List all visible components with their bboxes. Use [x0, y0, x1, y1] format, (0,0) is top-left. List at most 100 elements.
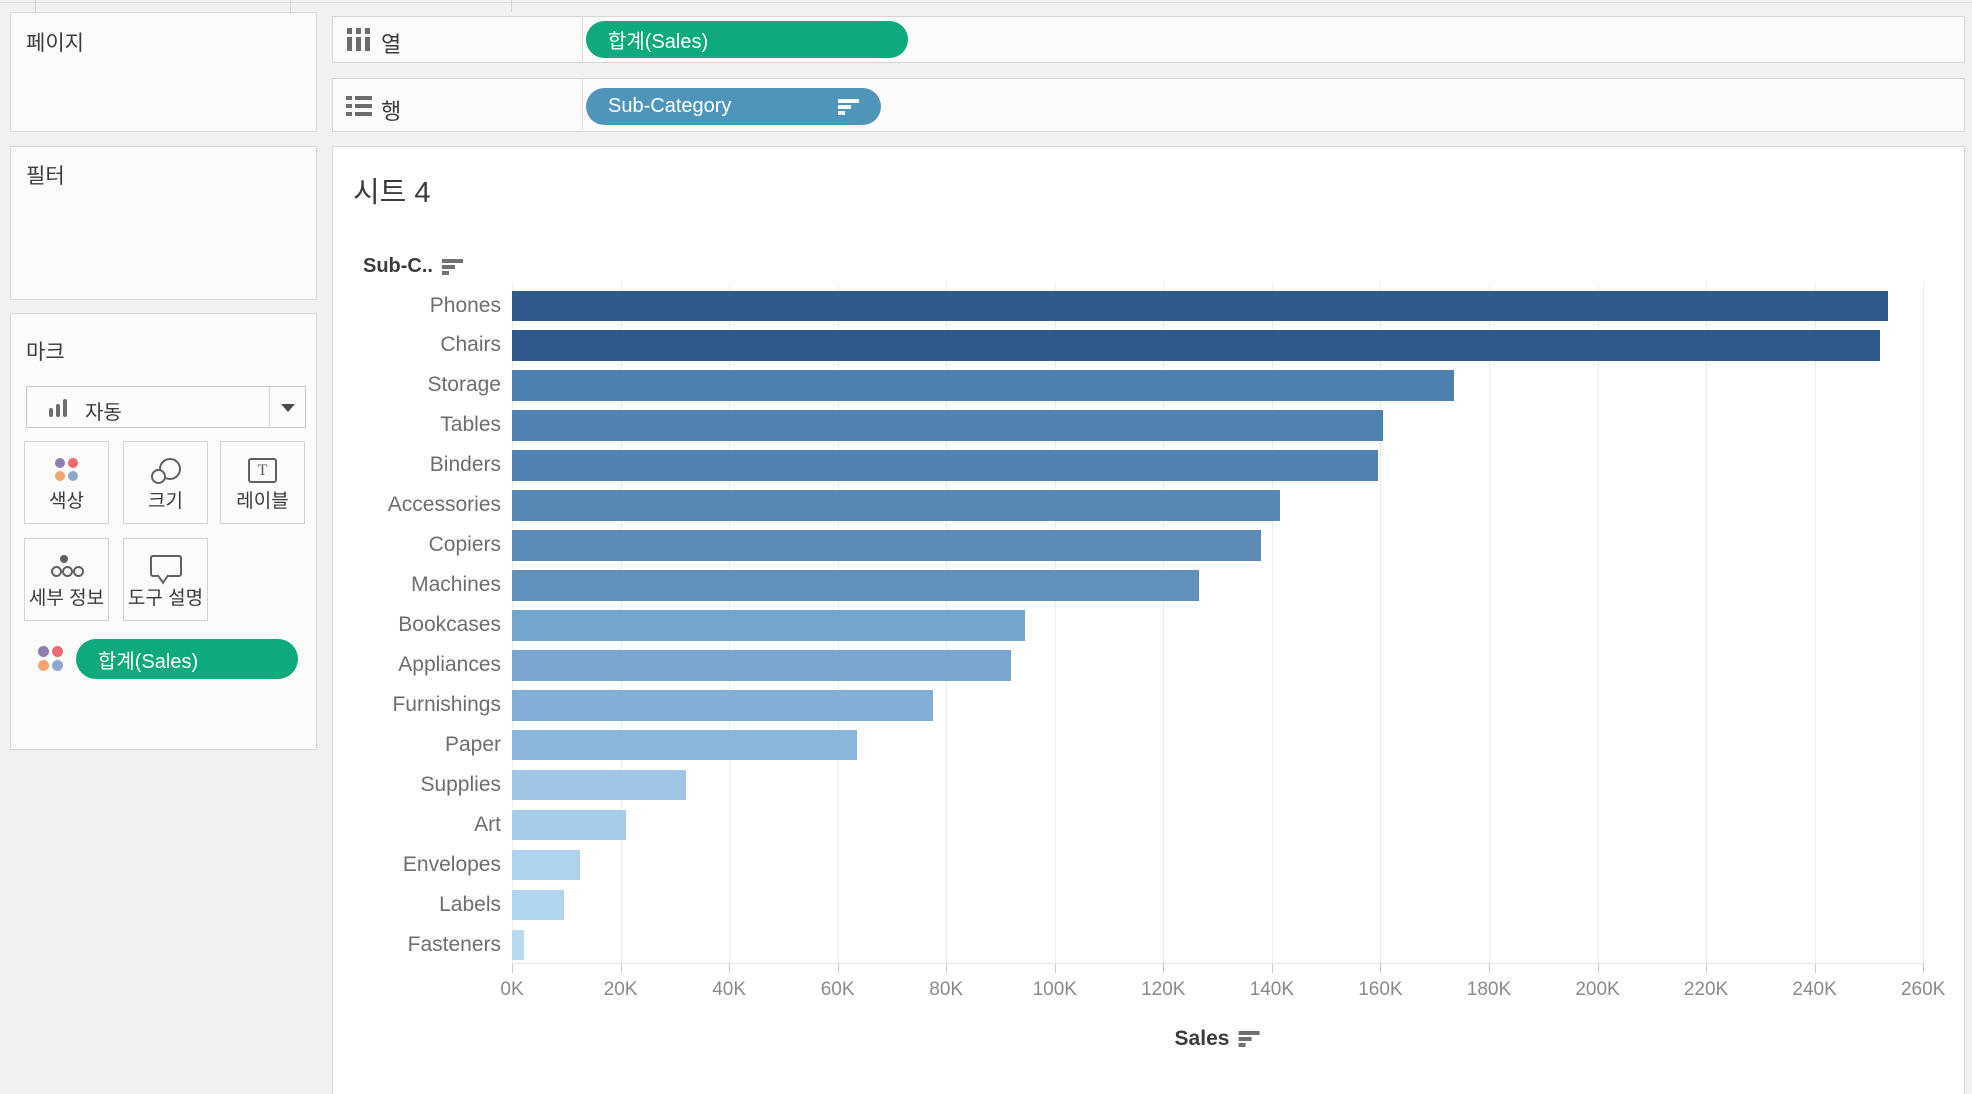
x-axis-tick — [729, 963, 731, 973]
bar[interactable] — [512, 610, 1025, 641]
marks-sales-pill[interactable]: 합계(Sales) — [76, 639, 298, 679]
filters-shelf-title: 필터 — [26, 165, 65, 188]
top-divider-line — [0, 2, 1972, 3]
size-button[interactable]: 크기 — [123, 441, 208, 524]
bar[interactable] — [512, 889, 564, 921]
shelf-separator — [582, 17, 583, 62]
x-axis-tick-label: 100K — [1032, 979, 1077, 1000]
x-axis-tick — [620, 963, 622, 973]
x-axis-tick — [1380, 963, 1382, 973]
x-axis-tick-label: 240K — [1792, 979, 1837, 1000]
bar[interactable] — [512, 410, 1384, 441]
bar[interactable] — [512, 849, 580, 881]
x-axis-tick — [512, 963, 513, 973]
x-axis-tick-label: 120K — [1141, 979, 1186, 1000]
row-label[interactable]: Envelopes — [402, 852, 501, 876]
detail-dots-icon — [50, 555, 84, 577]
bar-mark-icon — [49, 398, 67, 417]
tooltip-button[interactable]: 도구 설명 — [123, 538, 208, 621]
pages-shelf-title: 페이지 — [26, 32, 84, 55]
gridline — [1488, 283, 1490, 963]
row-field-header-label: Sub-C.. — [363, 255, 433, 277]
row-label[interactable]: Bookcases — [398, 613, 501, 637]
worksheet-view[interactable]: 시트 4 Sub-C.. 0K 20K 40K 60K 80K 100K 120K 140K 1… — [332, 146, 1965, 1094]
top-card-edge — [290, 0, 291, 12]
filters-shelf-card[interactable]: 필터 — [10, 146, 317, 300]
row-label[interactable]: Fasteners — [407, 932, 501, 956]
x-axis-tick-label: 160K — [1358, 979, 1403, 1000]
x-axis-tick — [1488, 963, 1490, 973]
row-label[interactable]: Chairs — [440, 333, 501, 357]
bar[interactable] — [512, 729, 857, 761]
bar[interactable] — [512, 450, 1378, 481]
x-axis-tick — [1163, 963, 1165, 973]
bar[interactable] — [512, 769, 686, 801]
x-axis-title[interactable]: Sales — [1175, 1027, 1260, 1051]
x-axis-tick — [1054, 963, 1056, 973]
row-label[interactable]: Furnishings — [392, 693, 501, 716]
row-label[interactable]: Accessories — [387, 493, 501, 517]
mark-type-value: 자동 — [85, 402, 122, 424]
bar[interactable] — [512, 530, 1261, 561]
x-axis-tick-label: 20K — [603, 979, 638, 1000]
columns-sales-pill[interactable]: 합계(Sales) — [586, 21, 908, 58]
columns-shelf[interactable]: 열 합계(Sales) — [332, 16, 1965, 63]
sort-descending-icon[interactable] — [838, 98, 859, 115]
row-label[interactable]: Labels — [439, 892, 501, 916]
gridline — [1054, 283, 1056, 963]
bar[interactable] — [512, 330, 1880, 361]
row-label[interactable]: Phones — [429, 293, 501, 317]
gridline — [1597, 283, 1599, 963]
detail-button[interactable]: 세부 정보 — [24, 538, 109, 621]
bar[interactable] — [512, 290, 1888, 321]
row-label[interactable]: Copiers — [428, 533, 501, 557]
sort-descending-icon[interactable] — [1238, 1031, 1260, 1047]
top-card-edge — [511, 0, 512, 12]
row-field-header[interactable]: Sub-C.. — [363, 255, 463, 278]
rows-shelf-label: 행 — [381, 99, 402, 124]
rows-shelf[interactable]: 행 Sub-Category — [332, 78, 1965, 132]
bar[interactable] — [512, 809, 626, 841]
row-label[interactable]: Tables — [440, 413, 501, 437]
row-label[interactable]: Storage — [427, 373, 501, 397]
chevron-down-icon[interactable] — [281, 404, 295, 412]
row-label[interactable]: Machines — [411, 573, 501, 597]
size-circles-icon — [150, 458, 181, 484]
row-label[interactable]: Paper — [444, 732, 501, 756]
shelf-separator — [582, 79, 583, 131]
x-axis-baseline — [512, 963, 1924, 964]
columns-shelf-label: 열 — [381, 32, 402, 57]
color-button[interactable]: 색상 — [24, 441, 109, 524]
bar[interactable] — [512, 490, 1280, 521]
row-label[interactable]: Binders — [429, 453, 501, 477]
bar[interactable] — [512, 690, 933, 721]
gridline — [1814, 283, 1816, 963]
x-axis-tick — [1597, 963, 1599, 973]
x-axis-tick-label: 200K — [1575, 979, 1620, 1000]
x-axis-tick-label: 0K — [500, 979, 524, 1000]
sheet-title: 시트 4 — [353, 177, 431, 209]
row-label[interactable]: Appliances — [398, 653, 501, 677]
color-dots-icon — [55, 458, 78, 481]
rows-subcategory-pill[interactable]: Sub-Category — [586, 88, 881, 125]
row-label[interactable]: Supplies — [420, 772, 501, 796]
mark-type-dropdown[interactable]: 자동 — [26, 386, 306, 428]
bar[interactable] — [512, 929, 524, 961]
bar[interactable] — [512, 370, 1454, 401]
gridline — [1271, 283, 1273, 963]
columns-icon — [347, 28, 370, 51]
label-button[interactable]: T 레이블 — [220, 441, 305, 524]
x-axis-tick — [837, 963, 839, 973]
bar[interactable] — [512, 650, 1012, 681]
pages-shelf-card[interactable]: 페이지 — [10, 12, 317, 132]
x-axis-tick-label: 140K — [1249, 979, 1295, 1000]
color-legend-icon — [38, 646, 63, 671]
rows-icon — [346, 96, 372, 116]
marks-card: 마크 자동 색상 크기 T 레이블 세부 정보 도구 설명 합계(Sales) — [10, 313, 317, 750]
row-label[interactable]: Art — [474, 812, 501, 836]
bar[interactable] — [512, 570, 1199, 601]
sort-descending-icon[interactable] — [442, 258, 463, 275]
x-axis-tick-label: 80K — [929, 979, 964, 1000]
x-axis-tick-label: 220K — [1683, 979, 1729, 1000]
x-axis-tick — [1271, 963, 1273, 973]
